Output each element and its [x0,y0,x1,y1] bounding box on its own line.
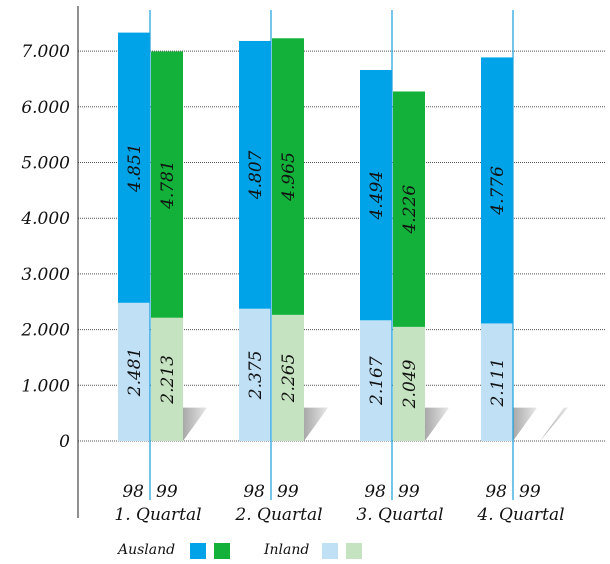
value-label-inland-99: 2.213 [158,355,178,405]
x-year-label-99: 99 [519,482,541,502]
x-year-label-98: 98 [122,482,144,502]
bar-layer [118,32,513,441]
bar-ausland-99 [151,51,183,318]
y-tick-label: 4.000 [20,209,70,229]
legend-inland-99-swatch [346,543,362,559]
bar-shadow [513,407,537,441]
value-label-ausland-99: 4.965 [279,152,299,202]
x-year-label-98: 98 [243,482,265,502]
x-year-label-99: 99 [398,482,420,502]
bar-inland-98 [360,320,392,441]
legend-ausland-label: Ausland [118,542,176,558]
bar-inland-98 [118,302,150,441]
x-year-label-98: 98 [485,482,507,502]
value-label-ausland-99: 4.226 [400,185,420,235]
value-label-inland-98: 2.481 [125,348,145,398]
x-category-label: 1. Quartal [114,505,201,525]
value-label-ausland-99: 4.781 [158,160,178,210]
x-year-label-98: 98 [364,482,386,502]
legend-ausland-99-swatch [214,543,230,559]
x-category-label: 4. Quartal [476,505,564,525]
legend-ausland-98-swatch [190,543,206,559]
x-year-label-99: 99 [156,482,178,502]
value-label-ausland-98: 4.494 [367,171,387,221]
y-tick-label: 1.000 [21,376,70,396]
value-label-ausland-98: 4.807 [246,150,266,200]
bar-inland-99 [151,317,183,441]
divider-layer [149,10,514,500]
bar-inland-98 [481,323,513,441]
legend-inland-98-swatch [322,543,338,559]
y-tick-label: 2.000 [20,321,70,341]
stacked-bar-chart: 2.481 4.851 2.213 4.781 2.375 4.807 2.265 4.965… [20,6,606,525]
y-tick-label: 3.000 [21,265,70,285]
bar-ausland-98 [360,69,392,321]
y-tick-label: 7.000 [21,42,70,62]
bar-inland-98 [239,308,271,441]
value-label-inland-98: 2.375 [246,351,266,401]
label-layer: 2.481 4.851 2.213 4.781 2.375 4.807 2.265 4.965… [125,143,508,409]
bar-ausland-98 [481,57,513,324]
y-tick-label: 0 [59,432,70,452]
value-label-inland-99: 2.049 [400,359,420,409]
bar-inland-99 [272,314,304,441]
x-category-label: 2. Quartal [234,505,322,525]
bar-inland-99 [393,326,425,441]
bar-ausland-98 [239,40,271,309]
legend: Ausland Inland [0,540,610,564]
y-tick-label: 6.000 [21,98,70,118]
bar-ausland-98 [118,32,150,303]
bar-shadow [304,407,328,441]
bar-shadow [183,407,207,441]
y-tick-label: 5.000 [21,154,70,174]
x-year-label-99: 99 [277,482,299,502]
shadow-layer [177,407,568,441]
bar-ausland-99 [393,91,425,327]
value-label-inland-98: 2.111 [488,358,508,408]
legend-inland-label: Inland [264,542,310,558]
bar-shadow [540,407,568,441]
value-label-ausland-98: 4.851 [125,143,145,193]
bar-shadow [425,407,449,441]
value-label-ausland-98: 4.776 [488,166,508,216]
bar-ausland-99 [272,38,304,315]
value-label-inland-98: 2.167 [367,356,387,406]
axis-layer: 0 1.000 2.000 3.000 4.000 5.000 6.000 7.000 98 99… [20,6,565,525]
x-category-label: 3. Quartal [356,505,443,525]
value-label-inland-99: 2.265 [279,354,299,404]
